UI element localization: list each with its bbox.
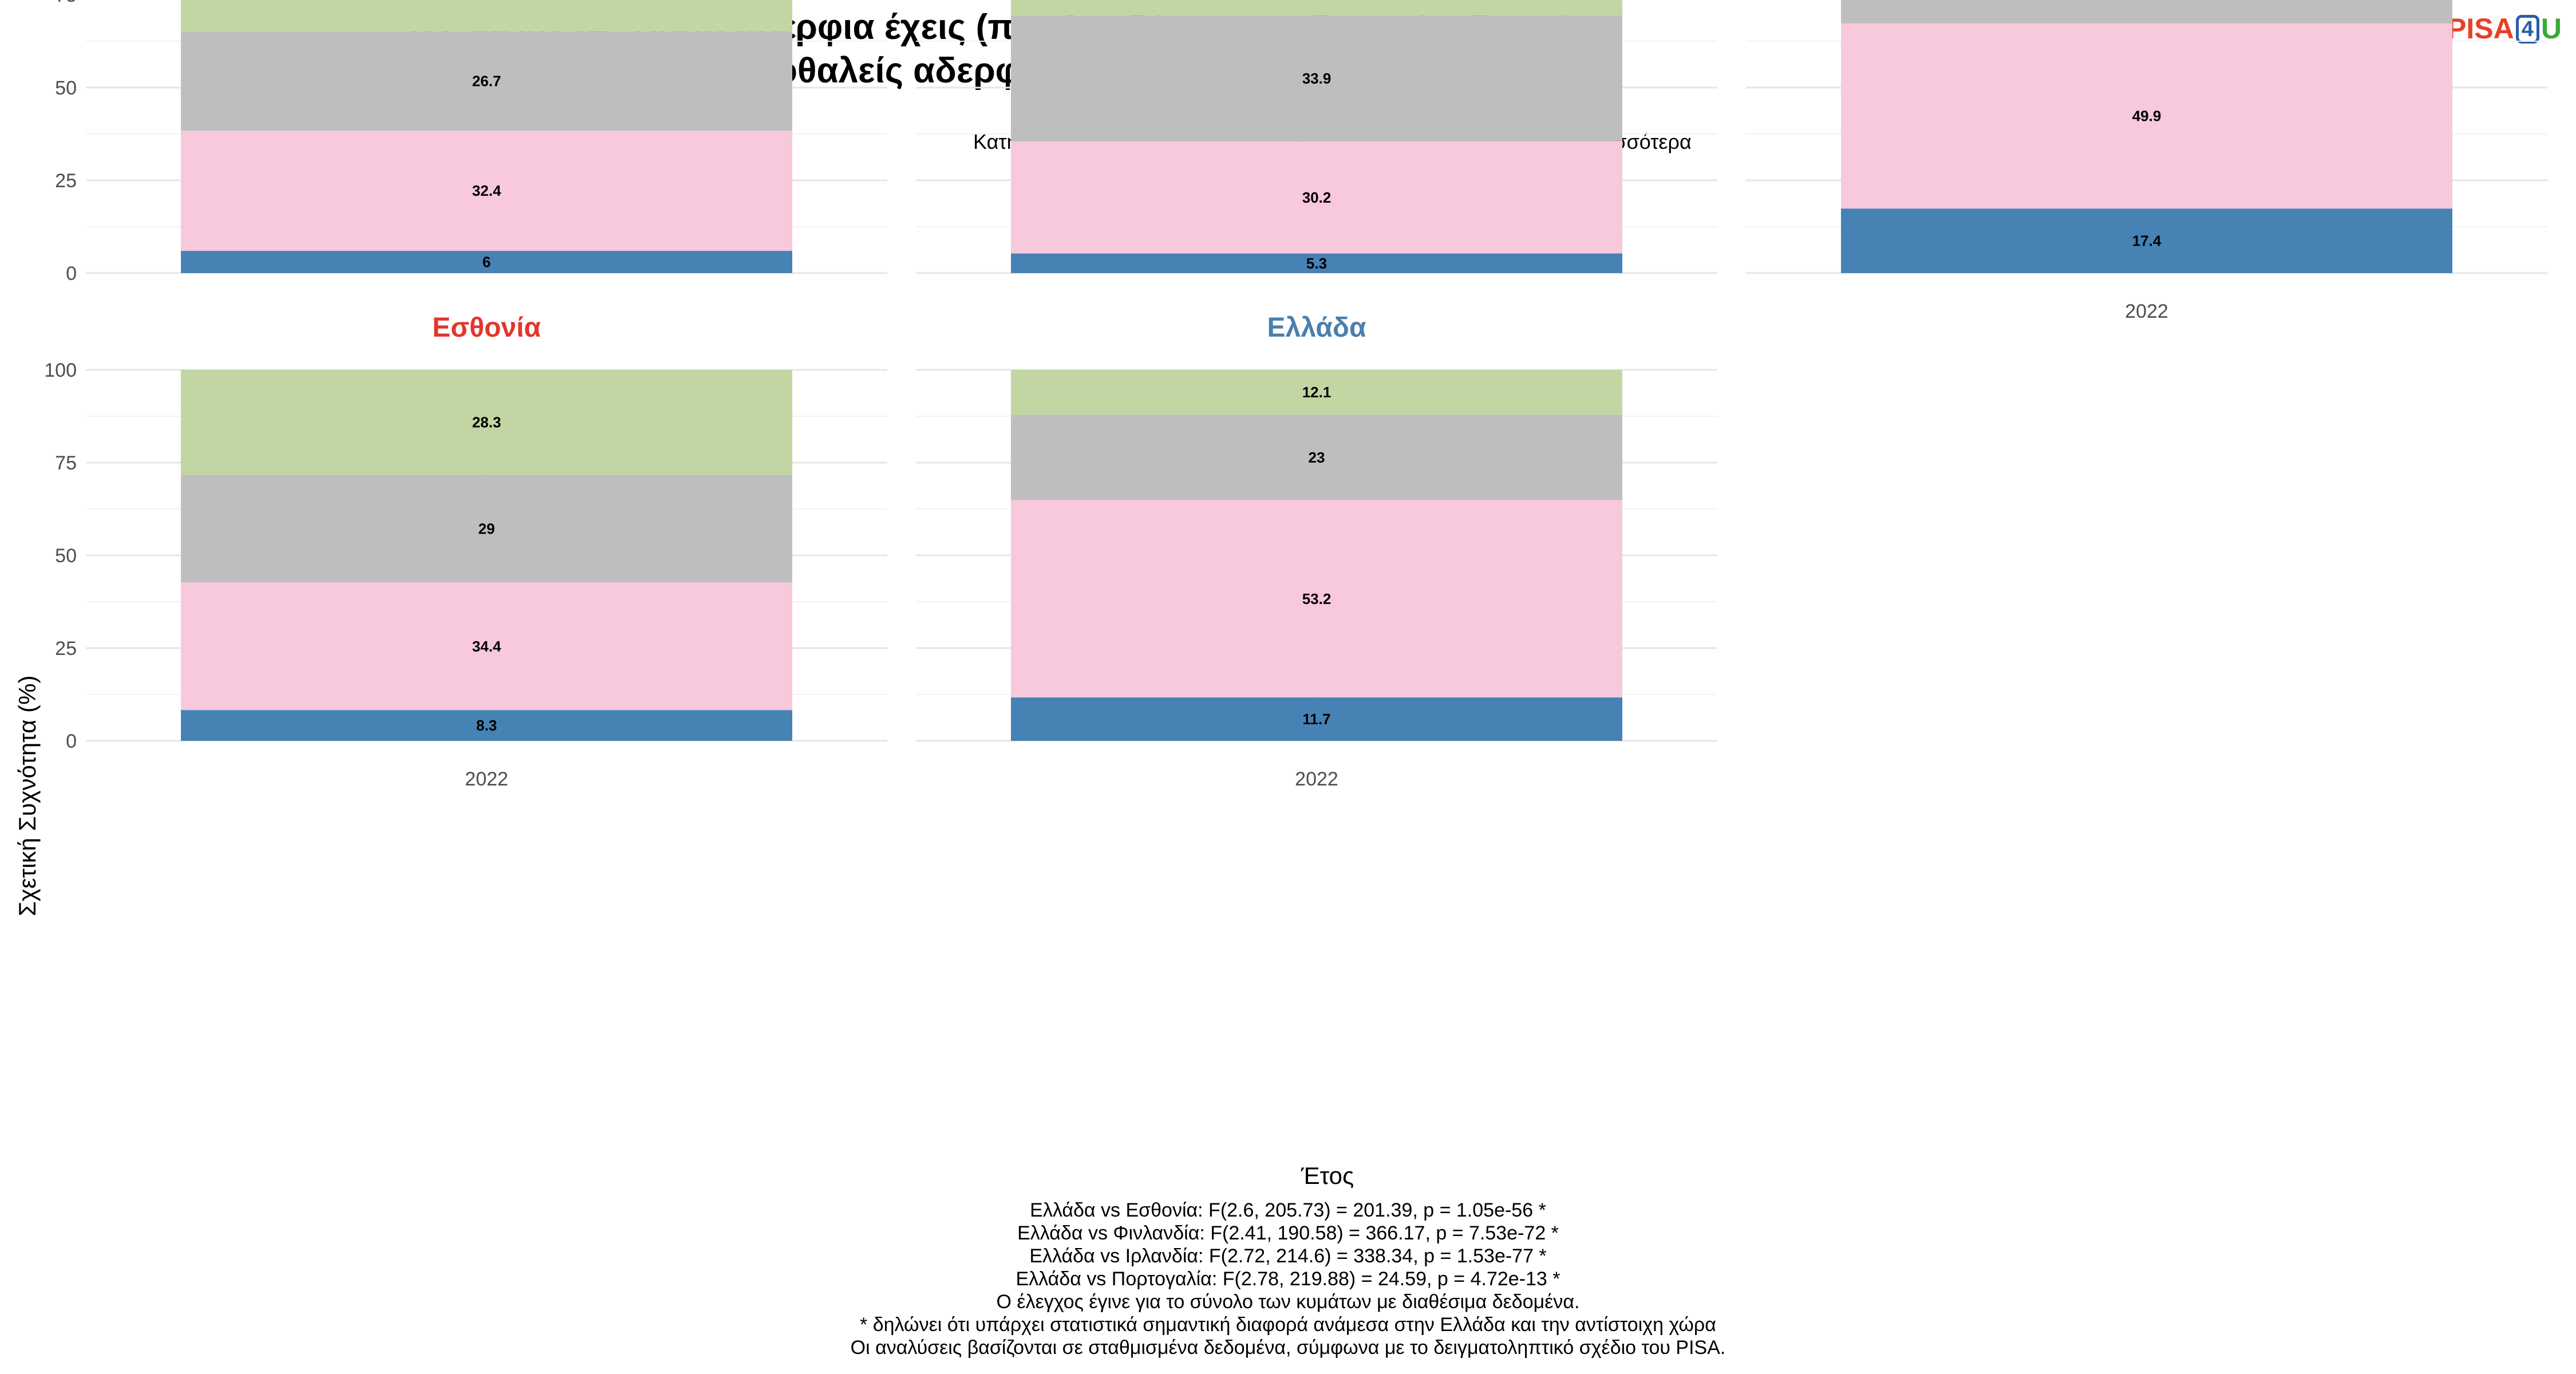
bar-segment (1841, 23, 2452, 209)
bar-segment (1011, 0, 1622, 16)
panel-3: 0 25 50 75 100 8.3 34.4 29 28.3 Εσθονία 2022 (44, 313, 887, 790)
y-axis-label: Σχετική Συχνότητα (%) (14, 675, 41, 917)
pisa4u-logo: PISA 4 U (2447, 13, 2562, 45)
footnotes: Ελλάδα vs Εσθονία: F(2.6, 205.73) = 201.… (0, 1199, 2576, 1359)
bar-segment (181, 710, 792, 741)
bar-segment (1841, 208, 2452, 273)
data-label: 6 (483, 254, 491, 271)
data-label: 49.9 (2132, 108, 2162, 125)
logo-pisa-text: PISA (2447, 13, 2514, 45)
bar-segment (1841, 0, 2452, 23)
logo-u-text: U (2541, 13, 2562, 45)
bar-segment (1011, 370, 1622, 415)
panel-2: 17.449.918.913.8Πορτογαλία2022 (1746, 0, 2547, 322)
bar-segment (181, 251, 792, 273)
data-label: 33.9 (1302, 70, 1332, 87)
data-label: 29 (479, 520, 495, 537)
bar-segment (181, 31, 792, 131)
logo-four-text: 4 (2515, 15, 2539, 44)
data-label: 53.2 (1302, 590, 1332, 607)
y-tick-label: 75 (55, 0, 77, 6)
bar-segment (181, 0, 792, 32)
y-tick-label: 75 (55, 452, 77, 474)
footnote-line: Ελλάδα vs Φινλανδία: F(2.41, 190.58) = 3… (1017, 1222, 1559, 1244)
data-label: 8.3 (476, 717, 497, 734)
y-tick-label: 0 (66, 731, 77, 752)
panel-0: 0255075100632.426.734.9Φινλανδία (55, 0, 887, 285)
x-axis-label: Έτος (1301, 1162, 1354, 1189)
bar-segment (1011, 697, 1622, 741)
y-tick-label: 50 (55, 77, 77, 99)
bar-segment (1011, 15, 1622, 141)
footnote-line: Ο έλεγχος έγινε για το σύνολο των κυμάτω… (996, 1291, 1580, 1313)
data-label: 12.1 (1302, 384, 1332, 401)
data-label: 5.3 (1306, 255, 1327, 272)
bar-segment (1011, 141, 1622, 254)
data-label: 11.7 (1302, 710, 1330, 728)
data-label: 30.2 (1302, 189, 1332, 206)
panel-title: Εσθονία (432, 313, 541, 343)
y-tick-label: 100 (44, 360, 77, 381)
bar-segment (181, 370, 792, 475)
data-label: 17.4 (2132, 232, 2162, 250)
bar-segment (1011, 414, 1622, 500)
x-tick-label: 2022 (465, 768, 508, 790)
y-tick-label: 25 (55, 170, 77, 192)
footnote-line: Ελλάδα vs Ιρλανδία: F(2.72, 214.6) = 338… (1029, 1245, 1547, 1267)
data-label: 34.4 (472, 638, 501, 655)
data-label: 32.4 (472, 182, 501, 199)
panel-1: 5.330.233.930.6Ιρλανδία (916, 0, 1717, 274)
y-tick-label: 50 (55, 545, 77, 567)
bar-segment (181, 131, 792, 251)
bar-segment (1011, 253, 1622, 273)
data-label: 26.7 (472, 73, 501, 90)
data-label: 23 (1309, 449, 1325, 466)
footnote-line: Ελλάδα vs Εσθονία: F(2.6, 205.73) = 201.… (1030, 1199, 1546, 1221)
x-tick-label: 2022 (2125, 301, 2168, 322)
footnote-line: Οι αναλύσεις βασίζονται σε σταθμισμένα δ… (850, 1337, 1726, 1359)
footnote-line: * δηλώνει ότι υπάρχει στατιστικά σημαντι… (860, 1314, 1716, 1336)
y-tick-label: 25 (55, 638, 77, 660)
panel-title: Ελλάδα (1267, 313, 1366, 343)
panel-4: 11.7 53.2 23 12.1 Ελλάδα 2022 (916, 313, 1717, 790)
bar-segment (181, 582, 792, 710)
x-tick-label: 2022 (1295, 768, 1338, 790)
y-tick-label: 0 (66, 263, 77, 285)
data-label: 28.3 (472, 414, 501, 431)
bar-segment (1011, 500, 1622, 698)
bar-segment (181, 475, 792, 583)
footnote-line: Ελλάδα vs Πορτογαλία: F(2.78, 219.88) = … (1016, 1268, 1560, 1290)
